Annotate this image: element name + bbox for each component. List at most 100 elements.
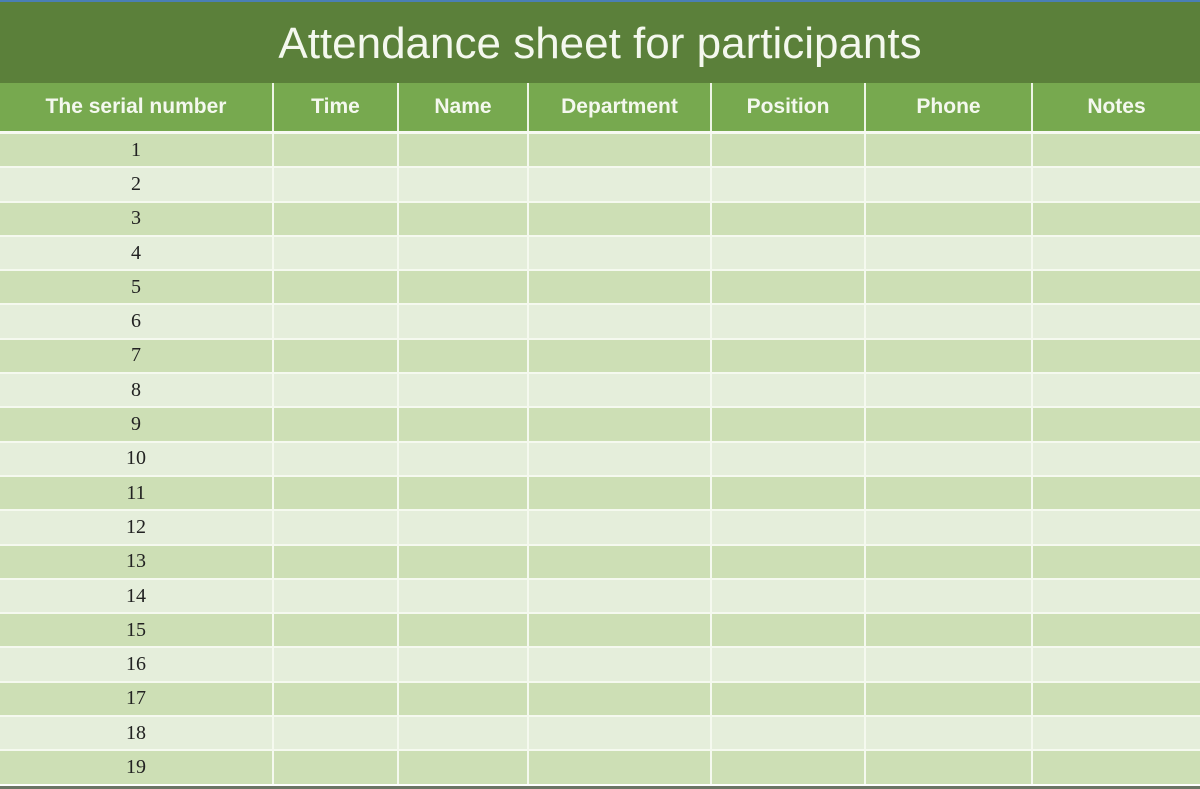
department-cell[interactable] (527, 680, 711, 717)
name-cell[interactable] (397, 612, 528, 648)
time-cell[interactable] (272, 474, 398, 511)
time-cell[interactable] (272, 680, 398, 717)
phone-cell[interactable] (864, 166, 1032, 202)
time-cell[interactable] (272, 612, 398, 648)
department-cell[interactable] (527, 749, 711, 784)
phone-cell[interactable] (864, 440, 1032, 476)
serial-number-cell[interactable]: 12 (0, 509, 273, 545)
position-cell[interactable] (710, 612, 865, 648)
time-cell[interactable] (272, 269, 398, 305)
notes-cell[interactable] (1031, 509, 1200, 545)
department-cell[interactable] (527, 372, 711, 408)
serial-number-cell[interactable]: 11 (0, 474, 273, 511)
phone-cell[interactable] (864, 509, 1032, 545)
name-cell[interactable] (397, 200, 528, 236)
position-cell[interactable] (710, 577, 865, 614)
name-cell[interactable] (397, 509, 528, 545)
name-cell[interactable] (397, 166, 528, 202)
phone-cell[interactable] (864, 715, 1032, 751)
serial-number-cell[interactable]: 17 (0, 680, 273, 717)
time-cell[interactable] (272, 440, 398, 476)
time-cell[interactable] (272, 166, 398, 202)
notes-cell[interactable] (1031, 440, 1200, 476)
phone-cell[interactable] (864, 543, 1032, 579)
department-cell[interactable] (527, 577, 711, 614)
department-cell[interactable] (527, 646, 711, 682)
time-cell[interactable] (272, 749, 398, 784)
serial-number-cell[interactable]: 1 (0, 131, 273, 168)
position-cell[interactable] (710, 372, 865, 408)
phone-cell[interactable] (864, 749, 1032, 784)
serial-number-cell[interactable]: 16 (0, 646, 273, 682)
position-cell[interactable] (710, 715, 865, 751)
department-cell[interactable] (527, 337, 711, 374)
notes-cell[interactable] (1031, 646, 1200, 682)
notes-cell[interactable] (1031, 474, 1200, 511)
position-cell[interactable] (710, 680, 865, 717)
serial-number-cell[interactable]: 5 (0, 269, 273, 305)
name-cell[interactable] (397, 131, 528, 168)
position-cell[interactable] (710, 234, 865, 271)
department-cell[interactable] (527, 715, 711, 751)
time-cell[interactable] (272, 200, 398, 236)
phone-cell[interactable] (864, 131, 1032, 168)
name-cell[interactable] (397, 646, 528, 682)
department-cell[interactable] (527, 303, 711, 339)
name-cell[interactable] (397, 234, 528, 271)
position-cell[interactable] (710, 166, 865, 202)
time-cell[interactable] (272, 577, 398, 614)
department-cell[interactable] (527, 200, 711, 236)
notes-cell[interactable] (1031, 406, 1200, 442)
notes-cell[interactable] (1031, 749, 1200, 784)
serial-number-cell[interactable]: 7 (0, 337, 273, 374)
notes-cell[interactable] (1031, 372, 1200, 408)
notes-cell[interactable] (1031, 269, 1200, 305)
name-cell[interactable] (397, 749, 528, 784)
notes-cell[interactable] (1031, 715, 1200, 751)
time-cell[interactable] (272, 303, 398, 339)
time-cell[interactable] (272, 543, 398, 579)
notes-cell[interactable] (1031, 337, 1200, 374)
notes-cell[interactable] (1031, 234, 1200, 271)
name-cell[interactable] (397, 577, 528, 614)
notes-cell[interactable] (1031, 200, 1200, 236)
phone-cell[interactable] (864, 646, 1032, 682)
department-cell[interactable] (527, 543, 711, 579)
position-cell[interactable] (710, 303, 865, 339)
name-cell[interactable] (397, 372, 528, 408)
department-cell[interactable] (527, 509, 711, 545)
serial-number-cell[interactable]: 13 (0, 543, 273, 579)
time-cell[interactable] (272, 646, 398, 682)
department-cell[interactable] (527, 612, 711, 648)
serial-number-cell[interactable]: 14 (0, 577, 273, 614)
name-cell[interactable] (397, 680, 528, 717)
notes-cell[interactable] (1031, 303, 1200, 339)
phone-cell[interactable] (864, 200, 1032, 236)
name-cell[interactable] (397, 406, 528, 442)
position-cell[interactable] (710, 406, 865, 442)
position-cell[interactable] (710, 131, 865, 168)
notes-cell[interactable] (1031, 680, 1200, 717)
time-cell[interactable] (272, 406, 398, 442)
position-cell[interactable] (710, 440, 865, 476)
notes-cell[interactable] (1031, 166, 1200, 202)
notes-cell[interactable] (1031, 543, 1200, 579)
position-cell[interactable] (710, 749, 865, 784)
serial-number-cell[interactable]: 15 (0, 612, 273, 648)
phone-cell[interactable] (864, 612, 1032, 648)
phone-cell[interactable] (864, 680, 1032, 717)
phone-cell[interactable] (864, 234, 1032, 271)
department-cell[interactable] (527, 269, 711, 305)
name-cell[interactable] (397, 269, 528, 305)
position-cell[interactable] (710, 337, 865, 374)
position-cell[interactable] (710, 200, 865, 236)
serial-number-cell[interactable]: 4 (0, 234, 273, 271)
time-cell[interactable] (272, 131, 398, 168)
phone-cell[interactable] (864, 269, 1032, 305)
time-cell[interactable] (272, 372, 398, 408)
department-cell[interactable] (527, 406, 711, 442)
name-cell[interactable] (397, 715, 528, 751)
phone-cell[interactable] (864, 474, 1032, 511)
phone-cell[interactable] (864, 577, 1032, 614)
department-cell[interactable] (527, 234, 711, 271)
